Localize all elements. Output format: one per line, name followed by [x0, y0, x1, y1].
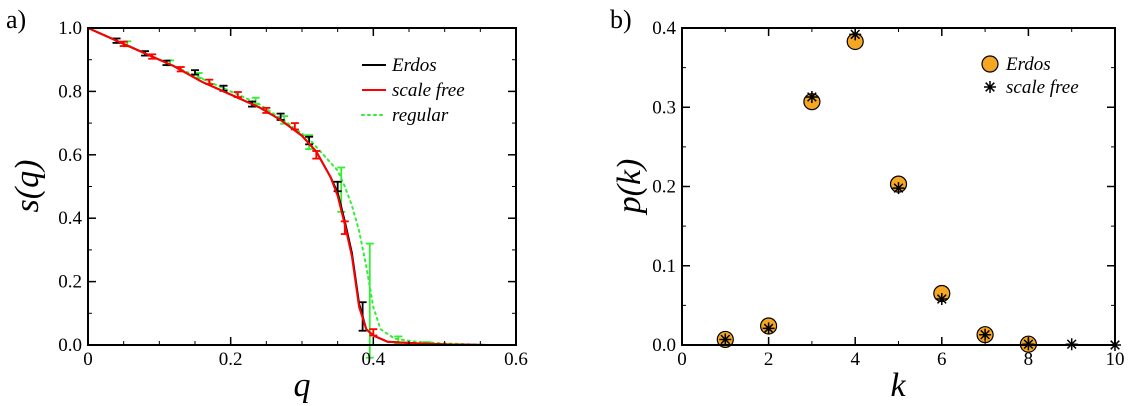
- panel-b-point-scale-free: [762, 322, 775, 335]
- panel-a-x-axis-title: q: [294, 367, 311, 404]
- panel-b-x-axis-title: k: [890, 367, 906, 404]
- panel-b-y-axis-title: p(k): [611, 159, 648, 216]
- panel-a-y-axis-title: s(q): [9, 160, 46, 213]
- panel-a-chart: a) 0 0.2 0.4 0.6 0.0 0.2 0.4 0.6 0.8 1.0 q s(q) E…: [6, 5, 528, 404]
- panel-a-y-tick-label: 1.0: [58, 18, 82, 39]
- panel-b-legend-swatch-scale-free: [984, 81, 996, 93]
- panel-b-x-tick-label: 6: [937, 349, 947, 370]
- panel-b-y-tick-label: 0.1: [652, 256, 676, 277]
- panel-b-legend-swatch-erdos: [981, 55, 999, 73]
- panel-b-y-tick-label: 0.2: [652, 177, 676, 198]
- panel-a-y-tick-label: 0.4: [58, 208, 82, 229]
- panel-b-x-tick-label: 8: [1024, 349, 1034, 370]
- panel-b-y-tick-label: 0.4: [652, 18, 676, 39]
- panel-b-point-scale-free: [719, 333, 732, 346]
- panel-a-y-tick-label: 0.2: [58, 272, 82, 293]
- panel-b-x-tick-label: 0: [677, 349, 687, 370]
- panel-a-y-tick-label: 0.8: [58, 81, 82, 102]
- panel-a-legend-label-erdos: Erdos: [391, 55, 437, 76]
- panel-a-y-tick-label: 0.6: [58, 145, 82, 166]
- panel-b-point-scale-free: [979, 328, 992, 341]
- panel-b-label: b): [610, 5, 632, 34]
- panel-b-y-tick-label: 0.3: [652, 97, 676, 118]
- panel-a-legend-label-scale-free: scale free: [392, 80, 465, 101]
- panel-b-x-tick-label: 10: [1106, 349, 1125, 370]
- panel-b-legend-label-erdos: Erdos: [1005, 54, 1051, 75]
- panel-a-legend-label-regular: regular: [392, 105, 449, 126]
- panel-a-x-tick-label: 0: [83, 349, 93, 370]
- panel-b-point-scale-free: [935, 293, 948, 306]
- panel-b-point-scale-free: [805, 90, 818, 103]
- panel-a-x-tick-label: 0.6: [504, 349, 528, 370]
- panel-b-x-tick-label: 2: [764, 349, 774, 370]
- panel-a-x-tick-label: 0.2: [219, 349, 243, 370]
- panel-b-x-tick-label: 4: [850, 349, 860, 370]
- panel-b-y-tick-label: 0.0: [652, 335, 676, 356]
- panel-b-chart: b) 0 2 4 6 8 10 0.0 0.1 0.2 0.3 0.4 k p(k) Erdossc…: [610, 5, 1125, 404]
- panel-b-point-scale-free: [892, 182, 905, 195]
- panel-a-plot-frame: [87, 27, 517, 346]
- panel-b-legend-label-scale-free: scale free: [1006, 77, 1079, 98]
- panel-a-x-tick-label: 0.4: [361, 349, 385, 370]
- panel-a-label: a): [6, 5, 26, 34]
- panel-a-y-tick-label: 0.0: [58, 335, 82, 356]
